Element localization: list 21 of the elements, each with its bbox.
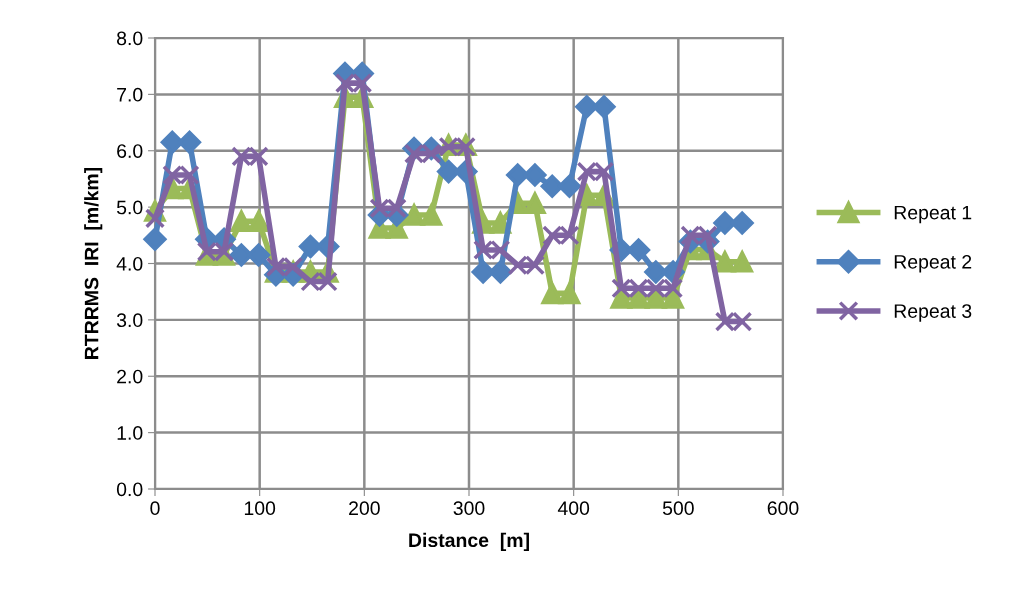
x-tick-label: 100 bbox=[244, 501, 276, 516]
y-tick-label: 3.0 bbox=[116, 313, 143, 328]
y-tick-label: 5.0 bbox=[116, 200, 143, 215]
legend-label: Repeat 1 bbox=[894, 205, 972, 224]
x-axis-title: Distance [m] bbox=[409, 532, 529, 551]
y-tick-label: 0.0 bbox=[116, 482, 143, 497]
y-tick-label: 2.0 bbox=[117, 369, 143, 384]
y-axis-title: RTRRMS IRI [m/km] bbox=[84, 167, 103, 359]
legend-label: Repeat 2 bbox=[894, 254, 972, 273]
y-tick-label: 1.0 bbox=[117, 426, 143, 440]
legend-label: Repeat 3 bbox=[894, 304, 972, 322]
x-tick-label: 400 bbox=[557, 501, 590, 516]
x-tick-label: 0 bbox=[150, 501, 160, 516]
y-tick-label: 4.0 bbox=[116, 256, 143, 271]
y-tick-label: 8.0 bbox=[117, 31, 143, 46]
x-tick-label: 600 bbox=[767, 501, 799, 516]
x-tick-label: 500 bbox=[662, 501, 694, 516]
y-tick-label: 7.0 bbox=[117, 87, 143, 102]
y-tick-label: 6.0 bbox=[117, 144, 143, 158]
x-tick-label: 300 bbox=[453, 501, 485, 516]
x-tick-label: 200 bbox=[349, 501, 380, 516]
